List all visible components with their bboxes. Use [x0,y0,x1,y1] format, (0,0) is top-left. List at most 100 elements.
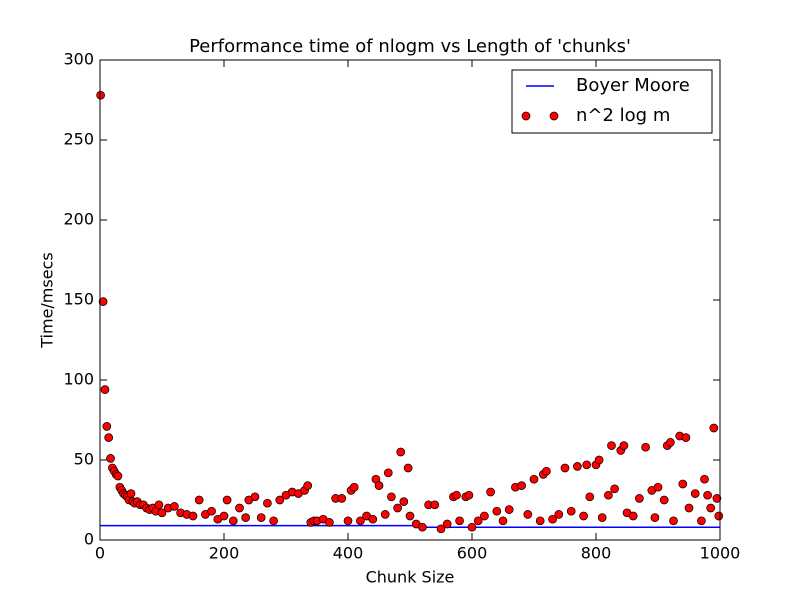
point [418,522,427,532]
x-tick-label: 600 [457,544,488,563]
point [659,495,669,505]
point [579,511,588,521]
point [560,463,570,473]
point [303,481,313,490]
point [219,511,229,521]
point [700,474,709,484]
point [374,481,384,490]
point [387,492,396,502]
legend-label: n^2 log m [576,105,670,126]
point [436,524,446,534]
point [573,462,582,471]
point [594,455,604,465]
x-tick-label: 1000 [700,544,741,563]
point [681,433,691,442]
point [403,463,413,473]
point [714,511,724,521]
point [697,516,706,526]
point [480,511,489,521]
point [275,495,285,505]
point [430,500,440,510]
point [106,454,115,463]
point [709,423,719,433]
point [619,441,629,450]
point [349,482,359,492]
chart-title: Performance time of nlogm vs Length of '… [189,36,631,57]
y-tick-label: 250 [63,130,94,149]
point [712,494,722,503]
point [96,90,105,100]
point [337,494,347,503]
point [467,522,477,532]
point [690,489,700,498]
point [684,503,694,513]
x-tick-label: 0 [95,544,105,563]
point [113,471,123,481]
plot-frame [99,59,721,541]
legend-marker [549,111,559,121]
point [235,503,244,513]
point [207,506,216,516]
point [396,447,406,457]
point [554,510,564,519]
point [368,514,378,524]
y-tick-label: 200 [63,210,94,229]
x-tick-label: 400 [333,544,364,563]
point [98,297,108,306]
point [100,385,110,394]
point [678,479,688,489]
point [535,516,545,526]
point [464,490,474,500]
point [566,506,576,516]
point [393,503,402,513]
y-tick-label: 50 [74,450,94,469]
point [703,490,712,500]
point [104,433,114,442]
point [650,513,660,522]
point [157,508,167,518]
point [356,516,365,526]
point [607,441,616,450]
point [170,502,179,511]
point [383,468,393,478]
point [604,490,613,500]
point [585,492,595,502]
point [706,503,716,513]
point [102,422,112,431]
point [492,506,502,516]
point [256,513,266,522]
point [666,438,675,447]
point [548,514,557,524]
x-tick-label: 200 [209,544,240,563]
point [455,516,464,526]
point [380,510,390,519]
point [523,510,533,519]
point [498,516,508,526]
x-axis-label: Chunk Size [366,568,455,587]
point [263,498,272,508]
point [628,511,638,521]
point [399,497,409,506]
point [241,513,251,522]
point [228,516,238,526]
point [442,519,452,529]
point [542,466,551,476]
y-tick-label: 100 [63,370,94,389]
point [269,516,278,526]
x-tick-label: 800 [581,544,612,563]
point [610,484,619,494]
point [653,482,663,492]
point [126,489,136,498]
point [517,481,526,490]
point [194,495,204,505]
point [250,492,260,502]
point [343,516,353,526]
y-tick-label: 0 [84,530,94,549]
y-tick-label: 300 [63,50,94,69]
legend-box [511,69,713,134]
y-tick-label: 150 [63,290,94,309]
point [504,505,514,514]
point [635,494,644,503]
point [597,513,607,522]
